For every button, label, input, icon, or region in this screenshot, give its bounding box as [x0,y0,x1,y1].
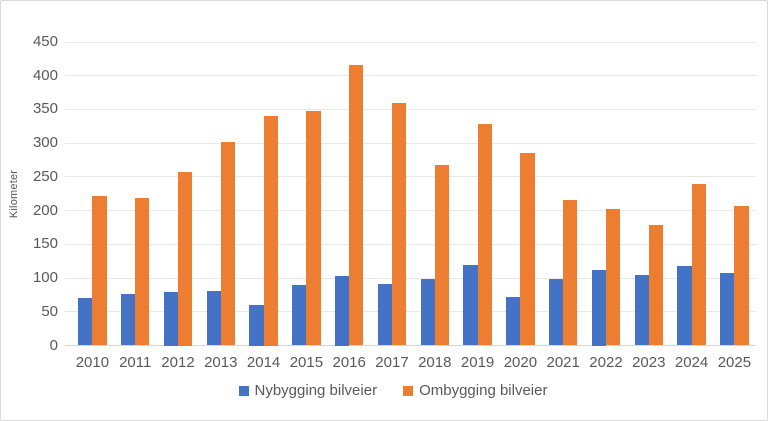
bar-nybygging-2021 [548,279,564,346]
x-tick-label-2025: 2025 [717,354,752,371]
bar-nybygging-2010 [78,298,93,346]
bar-ombygging-2018 [434,165,450,346]
y-tick-label-150: 150 [32,235,58,253]
x-axis-line [65,345,756,346]
legend-swatch-ombygging [403,386,414,396]
y-tick-label-350: 350 [32,100,58,118]
y-axis-title: Kilometer [3,42,25,345]
gridline-400 [65,75,756,77]
legend-item-ombygging: Ombygging bilveier [403,382,547,399]
bar-ombygging-2021 [563,199,578,346]
bar-ombygging-2017 [392,103,407,346]
bar-nybygging-2017 [377,284,392,346]
x-tick-label-2018: 2018 [418,354,452,371]
bar-ombygging-2015 [306,110,321,346]
bar-nybygging-2018 [420,279,435,346]
bar-ombygging-2011 [135,197,150,346]
bar-nybygging-2022 [591,270,606,346]
y-tick-label-400: 400 [32,66,58,84]
gridline-350 [65,108,756,110]
x-tick-label-2023: 2023 [632,354,666,371]
x-tick-label-2010: 2010 [75,354,110,371]
legend-label: Nybygging bilveier [254,382,378,399]
bar-ombygging-2024 [691,184,706,346]
y-tick-label-250: 250 [32,167,58,185]
x-tick-label-2016: 2016 [332,354,366,371]
bar-ombygging-2012 [178,171,193,346]
x-tick-label-2011: 2011 [119,354,152,371]
legend-label: Ombygging bilveier [419,382,548,399]
legend: Nybygging bilveier Ombygging bilveier [10,382,767,399]
gridline-450 [65,41,756,43]
bar-nybygging-2025 [720,272,735,346]
bar-ombygging-2025 [734,205,749,346]
y-tick-label-200: 200 [32,201,58,219]
y-tick-label-450: 450 [32,33,58,50]
legend-item-nybygging: Nybygging bilveier [238,382,378,399]
bar-nybygging-2014 [249,305,264,346]
bar-nybygging-2019 [463,264,478,346]
x-tick-label-2013: 2013 [204,354,238,371]
bar-nybygging-2013 [206,290,221,346]
y-tick-label-300: 300 [32,134,58,152]
bar-nybygging-2020 [506,296,521,346]
bar-ombygging-2010 [92,195,107,346]
legend-swatch-nybygging [238,386,249,396]
bar-ombygging-2023 [648,224,664,346]
gridline-100 [65,277,756,279]
x-tick-label-2021: 2021 [546,354,580,371]
gridline-50 [65,311,756,313]
bar-ombygging-2020 [520,153,535,346]
x-tick-label-2012: 2012 [161,354,195,371]
x-tick-label-2014: 2014 [246,354,281,371]
bar-ombygging-2014 [263,115,278,346]
y-tick-label-50: 50 [41,302,58,320]
bar-nybygging-2011 [120,293,136,346]
x-tick-label-2020: 2020 [503,354,538,371]
bar-nybygging-2016 [334,276,350,346]
bar-ombygging-2013 [220,141,236,346]
bar-nybygging-2023 [634,275,649,346]
x-tick-label-2019: 2019 [460,354,495,371]
bar-ombygging-2022 [606,209,621,346]
x-tick-label-2022: 2022 [589,354,623,371]
gridline-200 [65,210,756,212]
bar-ombygging-2016 [349,64,364,346]
bar-ombygging-2019 [477,124,492,346]
x-tick-label-2017: 2017 [375,354,409,371]
y-tick-label-100: 100 [32,269,58,287]
x-tick-label-2024: 2024 [674,354,709,371]
bar-nybygging-2012 [163,291,178,346]
x-tick-label-2015: 2015 [289,354,324,371]
bar-nybygging-2024 [677,265,692,346]
gridline-150 [65,243,756,245]
gridline-300 [65,142,756,144]
gridline-250 [65,176,756,178]
bar-nybygging-2015 [292,284,307,346]
y-tick-label-0: 0 [49,336,58,354]
